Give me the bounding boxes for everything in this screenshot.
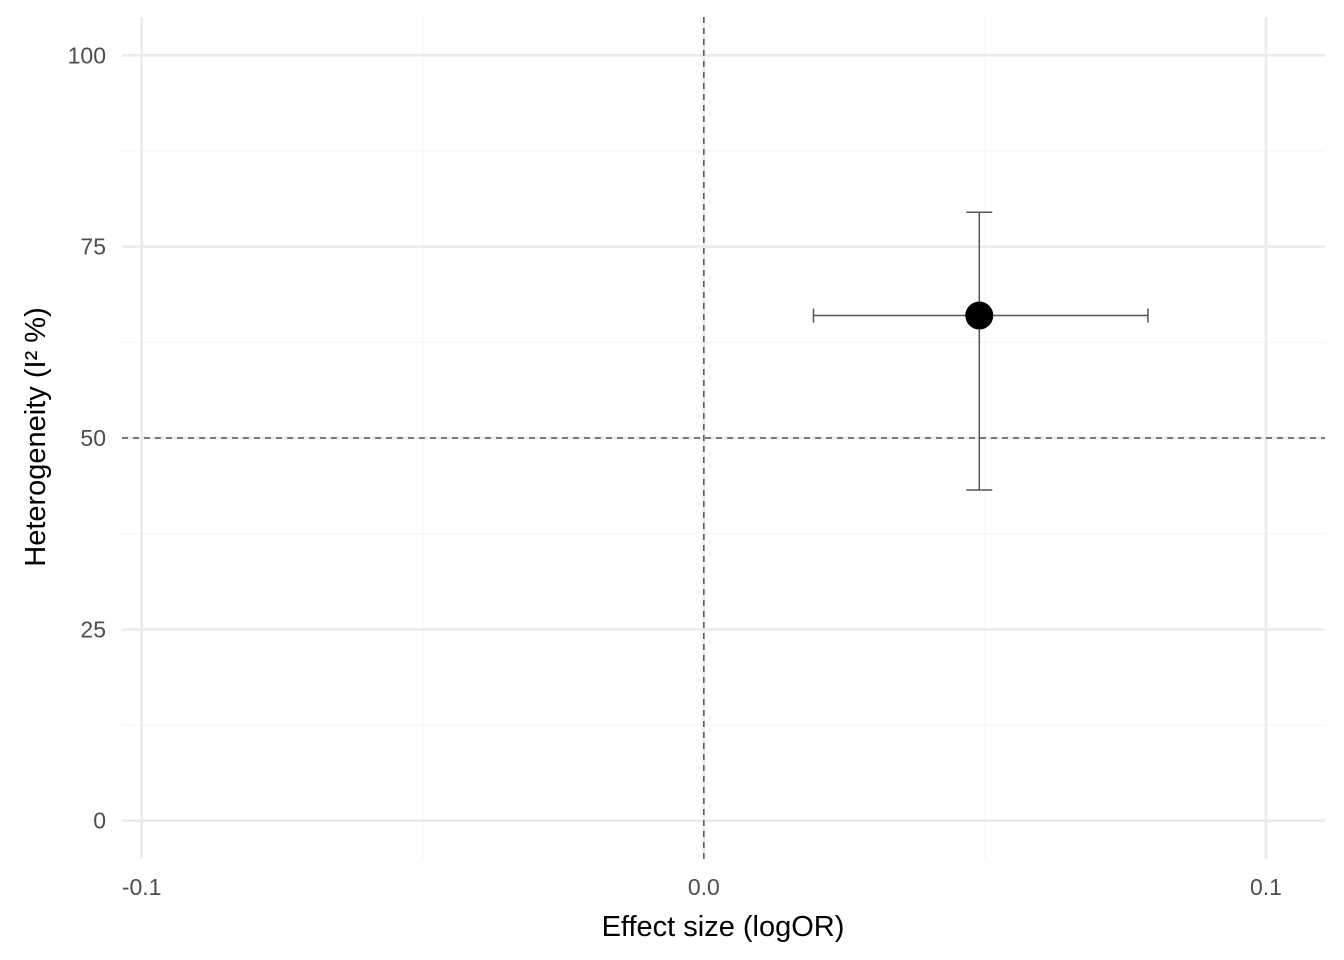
x-tick-label: 0.1 — [1250, 874, 1282, 900]
reference-lines — [122, 17, 1325, 859]
y-tick-label: 50 — [80, 425, 106, 451]
data-point — [965, 301, 994, 330]
x-axis-title: Effect size (logOR) — [602, 911, 845, 943]
y-axis-title: Heterogeneity (I² %) — [20, 307, 52, 567]
y-tick-label: 100 — [68, 42, 106, 68]
y-tick-label: 0 — [93, 808, 106, 834]
y-tick-label: 25 — [80, 616, 106, 642]
x-tick-label: -0.1 — [122, 874, 162, 900]
y-tick-label: 75 — [80, 234, 106, 260]
data-layer — [812, 211, 1149, 491]
tick-labels: -0.1 0.0 0.1 0 25 50 75 100 — [68, 42, 1282, 900]
x-tick-label: 0.0 — [688, 874, 720, 900]
